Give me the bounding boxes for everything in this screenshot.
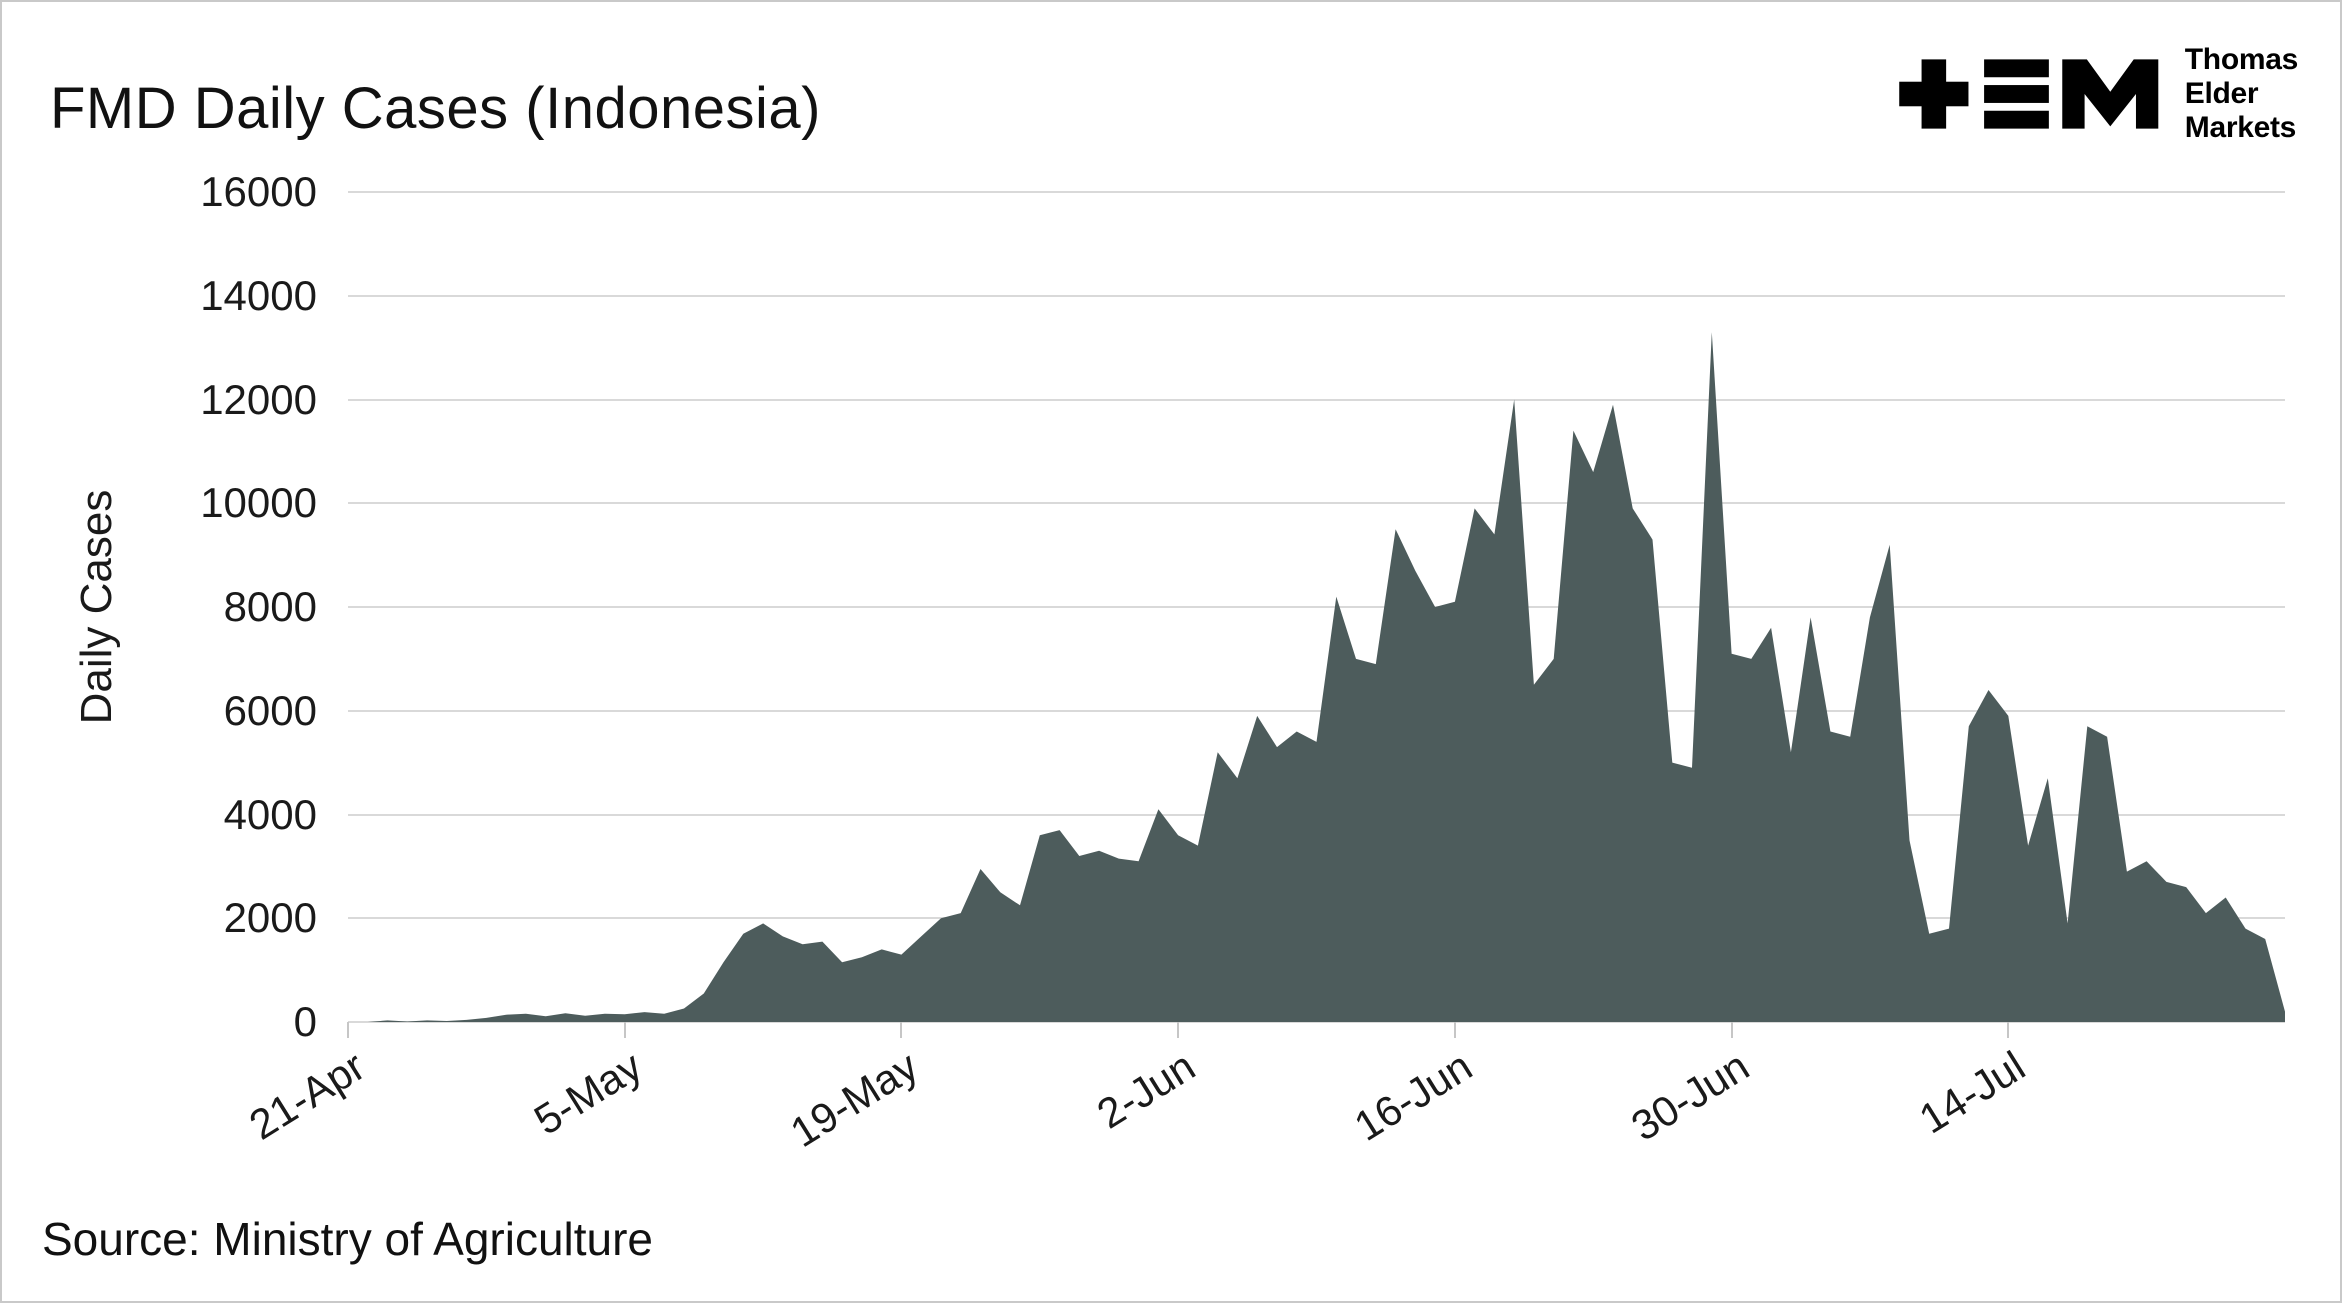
tem-logo-icon [1898, 59, 2159, 129]
y-tick-label: 4000 [223, 790, 317, 838]
x-tick-mark [1177, 1022, 1180, 1038]
gridline [348, 606, 2285, 608]
y-tick-label: 14000 [200, 271, 317, 319]
gridline [348, 1021, 2285, 1023]
x-tick-mark [900, 1022, 903, 1038]
x-tick-label: 16-Jun [1345, 1042, 1480, 1150]
gridline [348, 398, 2285, 401]
x-tick-label: 21-Apr [241, 1042, 373, 1149]
x-tick-mark [1730, 1022, 1733, 1038]
chart-title: FMD Daily Cases (Indonesia) [50, 75, 821, 141]
x-tick-label: 30-Jun [1622, 1042, 1757, 1150]
x-tick-mark [2007, 1022, 2010, 1038]
y-tick-label: 16000 [200, 168, 317, 215]
y-tick-label: 0 [293, 998, 317, 1045]
y-tick-label: 2000 [223, 894, 317, 942]
plot-area [348, 192, 2285, 1022]
x-tick-label: 14-Jul [1911, 1042, 2034, 1143]
x-tick-mark [623, 1022, 626, 1038]
tem-logo-wordmark: Thomas Elder Markets [2184, 43, 2299, 145]
area-series [348, 332, 2285, 1022]
y-tick-label: 6000 [223, 686, 317, 734]
logo-text-line: Markets [2184, 111, 2297, 144]
tem-logo: Thomas Elder Markets [1897, 38, 2298, 150]
daily-cases-area [348, 332, 2285, 1022]
logo-text-line: Elder [2184, 77, 2259, 110]
x-tick-label: 2-Jun [1089, 1042, 1204, 1138]
x-tick-label: 5-May [525, 1042, 650, 1144]
y-tick-label: 8000 [223, 583, 317, 630]
source-note: Source: Ministry of Agriculture [42, 1213, 654, 1265]
logo-text-line: Thomas [2184, 43, 2299, 76]
gridline [348, 502, 2285, 505]
x-tick-mark [347, 1022, 349, 1038]
y-tick-label: 12000 [200, 375, 317, 423]
gridline [348, 294, 2285, 297]
gridline [348, 191, 2285, 193]
y-tick-label: 10000 [200, 479, 317, 527]
gridline [348, 709, 2285, 712]
x-tick-mark [1453, 1022, 1456, 1038]
x-tick-label: 19-May [782, 1042, 927, 1157]
